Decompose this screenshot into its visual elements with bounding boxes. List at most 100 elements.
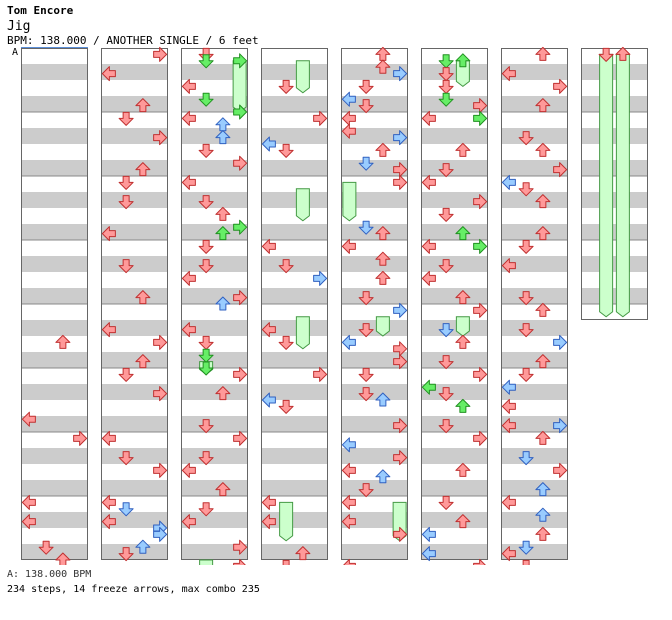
down-arrow: [278, 335, 294, 350]
left-arrow: [21, 411, 36, 427]
beat-stripe: [501, 64, 568, 80]
right-arrow: [153, 386, 168, 402]
bpm-footer: A: 138.000 BPM: [7, 569, 92, 580]
down-arrow: [518, 367, 534, 382]
left-arrow: [501, 379, 516, 395]
beat-stripe: [581, 128, 648, 144]
beat-stripe: [341, 384, 408, 400]
beat-stripe: [101, 288, 168, 304]
down-arrow: [118, 547, 134, 562]
down-arrow: [438, 355, 454, 370]
beat-stripe: [21, 64, 88, 80]
right-arrow: [393, 354, 408, 370]
beat-stripe: [501, 128, 568, 144]
beat-stripe: [181, 352, 248, 368]
beat-stripe: [581, 224, 648, 240]
up-arrow: [215, 226, 231, 241]
left-arrow: [421, 546, 436, 562]
beat-stripe: [261, 64, 328, 80]
down-arrow: [518, 540, 534, 555]
beat-stripe: [181, 128, 248, 144]
up-arrow: [55, 334, 71, 349]
beat-stripe: [101, 384, 168, 400]
right-arrow: [233, 290, 248, 306]
beat-stripe: [261, 288, 328, 304]
beat-stripe: [501, 160, 568, 176]
beat-stripe: [21, 384, 88, 400]
up-arrow: [215, 482, 231, 497]
beat-stripe: [421, 64, 488, 80]
chart-column-border: [501, 48, 568, 560]
down-arrow: [358, 323, 374, 338]
left-arrow: [181, 514, 196, 530]
down-arrow: [118, 175, 134, 190]
right-arrow: [473, 430, 488, 446]
down-arrow: [118, 111, 134, 126]
beat-stripe: [181, 416, 248, 432]
beat-stripe: [421, 352, 488, 368]
down-arrow: [118, 367, 134, 382]
up-arrow: [135, 162, 151, 177]
beat-stripe: [581, 288, 648, 304]
beat-stripe: [341, 160, 408, 176]
right-arrow: [233, 155, 248, 171]
freeze-arrow: [295, 60, 310, 94]
up-arrow: [535, 482, 551, 497]
beat-stripe: [261, 96, 328, 112]
beat-stripe: [341, 480, 408, 496]
beat-stripe: [341, 256, 408, 272]
beat-stripe: [101, 224, 168, 240]
left-arrow: [21, 494, 36, 510]
right-arrow: [233, 558, 248, 565]
right-arrow: [553, 334, 568, 350]
freeze-arrow: [295, 316, 310, 350]
down-arrow: [358, 79, 374, 94]
up-arrow: [375, 392, 391, 407]
down-arrow: [438, 67, 454, 82]
left-arrow: [181, 322, 196, 338]
down-arrow: [198, 451, 214, 466]
down-arrow: [198, 348, 214, 363]
right-arrow: [313, 110, 328, 126]
left-arrow: [261, 238, 276, 254]
down-arrow: [278, 259, 294, 274]
freeze-arrow: [375, 316, 390, 337]
down-arrow: [278, 79, 294, 94]
section-marker: A: [12, 47, 19, 58]
up-arrow: [215, 130, 231, 145]
left-arrow: [421, 379, 436, 395]
up-arrow: [535, 226, 551, 241]
freeze-arrow: [199, 559, 214, 565]
freeze-arrow: [342, 181, 357, 222]
beat-stripe: [341, 448, 408, 464]
down-arrow: [198, 259, 214, 274]
artist-title: Tom Encore: [7, 4, 74, 17]
right-arrow: [393, 450, 408, 466]
left-arrow: [421, 110, 436, 126]
beat-stripe: [501, 384, 568, 400]
left-arrow: [341, 123, 356, 139]
down-arrow: [438, 207, 454, 222]
song-title: Jig: [7, 19, 31, 34]
beat-stripe: [101, 480, 168, 496]
beat-stripe: [421, 480, 488, 496]
up-arrow: [375, 142, 391, 157]
beat-stripe: [261, 128, 328, 144]
up-arrow: [455, 462, 471, 477]
up-arrow: [455, 398, 471, 413]
beat-stripe: [181, 544, 248, 560]
left-arrow: [261, 494, 276, 510]
left-arrow: [261, 392, 276, 408]
right-arrow: [313, 270, 328, 286]
chart-column-border: [341, 48, 408, 560]
beat-stripe: [421, 512, 488, 528]
down-arrow: [278, 143, 294, 158]
down-arrow: [198, 143, 214, 158]
beat-stripe: [21, 320, 88, 336]
beat-stripe: [341, 224, 408, 240]
up-arrow: [135, 354, 151, 369]
right-arrow: [153, 334, 168, 350]
left-arrow: [341, 238, 356, 254]
beat-stripe: [421, 224, 488, 240]
beat-stripe: [261, 352, 328, 368]
